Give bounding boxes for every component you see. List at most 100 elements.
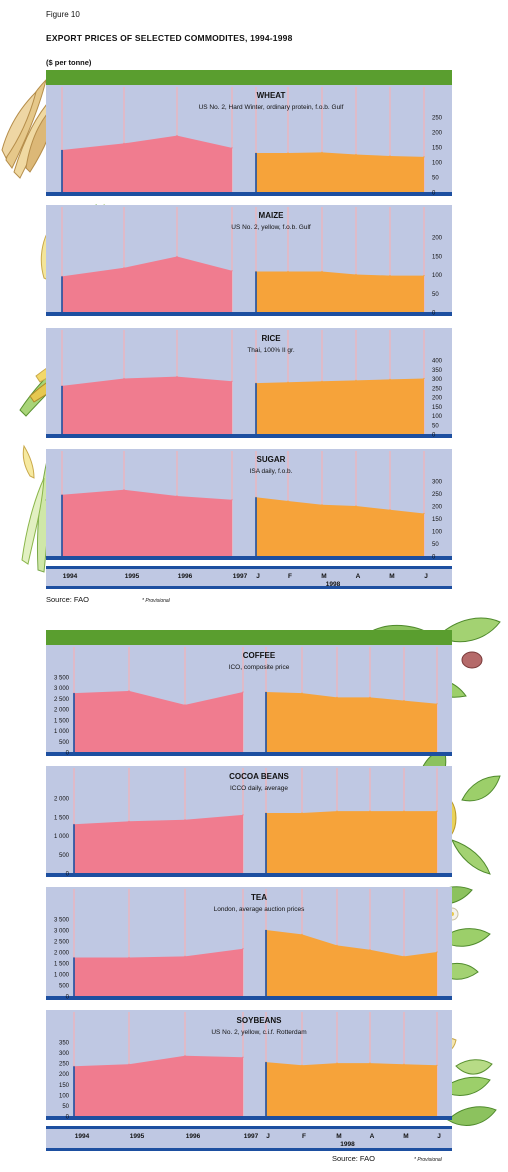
panel-baseline — [46, 192, 452, 196]
y-tick-label: 1 000 — [54, 973, 70, 979]
panel-baseline — [46, 312, 452, 316]
y-tick-label: 150 — [432, 146, 443, 152]
monthly-point — [436, 810, 438, 812]
panel-subtitle: ICO, composite price — [229, 664, 290, 671]
panel-subtitle: ISA daily, f.o.b. — [250, 468, 293, 475]
y-tick-label: 200 — [432, 396, 443, 402]
chart-title: EXPORT PRICES OF SELECTED COMMODITES, 19… — [46, 33, 293, 43]
y-tick-label: 2 500 — [54, 697, 70, 703]
y-tick-label: 400 — [432, 359, 443, 365]
x-tick-month: F — [288, 573, 292, 580]
annual-point — [242, 1056, 244, 1058]
x-tick-year-1998: 1998 — [340, 1141, 355, 1148]
monthly-point — [403, 955, 405, 958]
x-axis-bottom-line — [46, 586, 452, 589]
annual-point — [128, 956, 130, 959]
x-axis-band — [46, 1128, 452, 1150]
y-tick-label: 3 500 — [54, 676, 70, 682]
y-tick-label: 250 — [432, 492, 443, 498]
annual-point — [184, 819, 186, 821]
y-tick-label: 100 — [59, 1093, 70, 1099]
panel-baseline — [46, 434, 452, 438]
monthly-price-area — [266, 1062, 437, 1116]
x-tick-month: M — [389, 573, 394, 580]
annual-point — [176, 135, 178, 137]
panel-baseline — [46, 996, 452, 1000]
annual-point — [128, 820, 130, 822]
y-tick-label: 1 000 — [54, 729, 70, 735]
annual-point — [242, 691, 244, 693]
annual-point — [184, 704, 186, 706]
monthly-point — [355, 505, 357, 507]
y-tick-label: 500 — [59, 984, 70, 990]
panel-baseline — [46, 556, 452, 560]
monthly-point — [355, 379, 357, 381]
panel-baseline — [46, 1116, 452, 1120]
panel-title: WHEAT — [257, 91, 286, 100]
x-tick-year: 1997 — [233, 573, 248, 580]
monthly-point — [336, 944, 338, 947]
header-bar — [46, 630, 452, 645]
monthly-price-area — [266, 692, 437, 752]
y-tick-label: 250 — [432, 116, 443, 122]
y-tick-label: 2 000 — [54, 951, 70, 957]
y-tick-label: 1 500 — [54, 962, 70, 968]
y-tick-label: 0 — [66, 995, 70, 1001]
y-tick-label: 200 — [432, 236, 443, 242]
source-note-bottom: Source: FAO — [332, 1154, 375, 1163]
y-tick-label: 3 000 — [54, 686, 70, 692]
y-tick-label: 100 — [432, 530, 443, 536]
y-tick-label: 350 — [432, 368, 443, 374]
panel-subtitle: US No. 2, yellow, f.o.b. Gulf — [231, 224, 311, 231]
monthly-point — [389, 378, 391, 380]
panel-subtitle: Thai, 100% II gr. — [247, 347, 295, 354]
provisional-note-bottom: * Provisional — [414, 1157, 442, 1163]
panel-title: COFFEE — [243, 651, 276, 660]
panel-baseline — [46, 752, 452, 756]
monthly-point — [301, 812, 303, 814]
figure-label: Figure 10 — [46, 10, 80, 19]
monthly-point — [287, 270, 289, 273]
monthly-price-area — [256, 497, 424, 556]
monthly-point — [301, 1064, 303, 1066]
monthly-point — [423, 512, 425, 515]
annual-point — [184, 1055, 186, 1057]
monthly-point — [355, 153, 357, 156]
monthly-point — [423, 156, 425, 158]
panel-title: TEA — [251, 893, 267, 902]
x-tick-year: 1996 — [178, 573, 193, 580]
header-bar — [46, 70, 452, 85]
panel-subtitle: US No. 2, Hard Winter, ordinary protein,… — [199, 104, 344, 111]
panel-title: SOYBEANS — [237, 1016, 283, 1025]
annual-point — [123, 267, 125, 269]
monthly-point — [423, 377, 425, 380]
monthly-price-area — [266, 811, 437, 873]
x-tick-year: 1995 — [130, 1133, 145, 1140]
annual-price-area — [62, 489, 232, 556]
annual-point — [231, 147, 233, 149]
x-tick-year-1998: 1998 — [326, 581, 341, 588]
annual-price-area — [74, 948, 243, 996]
monthly-price-area — [266, 930, 437, 996]
y-tick-label: 200 — [432, 505, 443, 511]
annual-price-area — [62, 376, 232, 434]
x-tick-month: M — [403, 1133, 408, 1140]
provisional-note-top: * Provisional — [142, 598, 170, 604]
monthly-point — [389, 155, 391, 157]
y-tick-label: 0 — [432, 191, 436, 197]
monthly-point — [321, 151, 323, 153]
panel-title: SUGAR — [257, 455, 286, 464]
y-tick-label: 50 — [432, 423, 439, 429]
y-tick-label: 3 500 — [54, 918, 70, 924]
panel-subtitle: ICCO daily, average — [230, 785, 288, 792]
y-tick-label: 2 500 — [54, 940, 70, 946]
y-tick-label: 100 — [432, 414, 443, 420]
y-tick-label: 100 — [432, 273, 443, 279]
monthly-point — [321, 504, 323, 506]
monthly-point — [301, 933, 303, 936]
x-tick-year: 1997 — [244, 1133, 259, 1140]
x-axis-bottom-line — [46, 1148, 452, 1151]
annual-point — [176, 495, 178, 497]
y-tick-label: 250 — [432, 386, 443, 392]
